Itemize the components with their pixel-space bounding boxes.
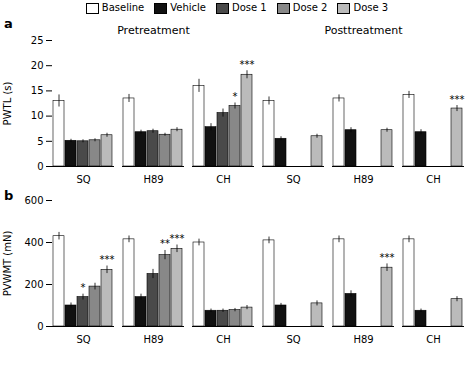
svg-text:CH: CH xyxy=(426,334,441,345)
html-text:Dose 2: Dose 2 xyxy=(292,2,328,14)
svg-text:*: * xyxy=(233,91,238,102)
svg-text:***: *** xyxy=(450,94,465,105)
svg-text:600: 600 xyxy=(24,195,43,206)
svg-text:***: *** xyxy=(100,254,115,265)
svg-text:H89: H89 xyxy=(143,334,163,345)
svg-text:Pretreatment: Pretreatment xyxy=(117,24,190,37)
svg-text:0: 0 xyxy=(37,321,43,332)
svg-text:H89: H89 xyxy=(143,174,163,185)
svg-text:200: 200 xyxy=(24,279,43,290)
svg-text:20: 20 xyxy=(31,60,44,71)
svg-text:SQ: SQ xyxy=(76,334,90,345)
svg-text:***: *** xyxy=(170,233,185,244)
svg-text:CH: CH xyxy=(426,174,441,185)
svg-text:15: 15 xyxy=(31,85,44,96)
svg-text:***: *** xyxy=(380,252,395,263)
svg-text:H89: H89 xyxy=(353,334,373,345)
svg-text:CH: CH xyxy=(216,174,231,185)
svg-text:H89: H89 xyxy=(353,174,373,185)
html-text:b: b xyxy=(4,188,14,203)
svg-text:SQ: SQ xyxy=(76,174,90,185)
html-text:a: a xyxy=(4,16,13,31)
svg-text:5: 5 xyxy=(37,136,43,147)
svg-text:400: 400 xyxy=(24,237,43,248)
svg-text:CH: CH xyxy=(216,334,231,345)
html-text:Vehicle: Vehicle xyxy=(170,2,206,14)
svg-text:PWTL (s): PWTL (s) xyxy=(2,82,13,126)
svg-text:PVWMT (mN): PVWMT (mN) xyxy=(2,231,13,297)
svg-text:Posttreatment: Posttreatment xyxy=(324,24,403,37)
svg-text:25: 25 xyxy=(31,35,44,46)
svg-text:**: ** xyxy=(160,238,170,249)
html-text:Baseline: Baseline xyxy=(101,2,145,14)
svg-text:SQ: SQ xyxy=(286,334,300,345)
svg-text:SQ: SQ xyxy=(286,174,300,185)
svg-text:*: * xyxy=(81,282,86,293)
html-text:Dose 1: Dose 1 xyxy=(232,2,267,14)
svg-text:10: 10 xyxy=(31,110,44,121)
svg-text:0: 0 xyxy=(37,161,43,172)
html-text:Dose 3: Dose 3 xyxy=(353,2,389,14)
svg-text:***: *** xyxy=(240,59,255,70)
